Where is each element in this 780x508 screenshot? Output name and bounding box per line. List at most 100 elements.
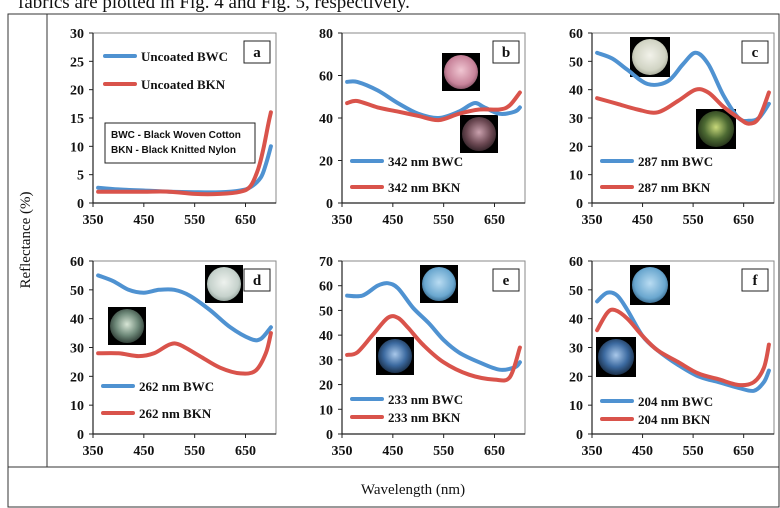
x-tick-label: 650 [484,213,505,228]
fabric-sample-disc [207,267,241,301]
panel-letter-box [741,40,769,64]
y-tick-label: 40 [569,84,583,99]
chart-panel-d: 0 10 20 30 40 50 60 350 450 550 650 262 nm BWC 262 n… [70,255,277,459]
x-tick-label: 550 [433,444,454,459]
fabric-sample-disc [110,309,144,343]
chart-panel-c: 0 10 20 30 40 50 60 350 450 550 650 287 nm BWC 287 n… [569,27,775,228]
y-tick-label: 70 [319,255,333,270]
abbreviation-note-line: BWC - Black Woven Cotton [111,130,241,141]
x-tick-label: 450 [133,444,154,459]
y-tick-label: 30 [569,342,583,357]
y-tick-label: 10 [70,399,84,414]
panel-letter-box [492,40,520,64]
series-line-bkn [345,90,522,123]
x-tick-label: 350 [83,444,104,459]
y-tick-label: 80 [319,27,333,42]
x-tick-label: 350 [332,444,353,459]
y-tick-label: 40 [319,329,333,344]
chart-panel-f: 0 10 20 30 40 50 60 350 450 550 650 204 nm BWC 204 n… [569,255,775,459]
bwc-sample-swatch [630,265,670,305]
x-axis-label: Wavelength (nm) [361,482,465,498]
x-tick-label: 350 [582,213,603,228]
y-tick-label: 60 [569,27,583,42]
y-tick-label: 40 [70,313,84,328]
legend-label: 287 nm BWC [638,154,713,169]
abbreviation-note-box [104,122,256,164]
bwc-sample-swatch [630,37,670,77]
fabric-sample-disc [462,117,496,151]
figure-border [7,13,780,508]
bkn-sample-swatch [376,337,414,375]
panel-letter: f [753,273,759,289]
y-tick-label: 0 [326,197,333,212]
chart-panel-e: 0 10 20 30 40 50 60 70 350 450 550 650 233 nm BWC 233… [319,255,526,459]
fabric-sample-disc [444,55,478,89]
y-tick-label: 10 [569,399,583,414]
y-tick-label: 30 [569,112,583,127]
abbreviation-note-line: BKN - Black Knitted Nylon [111,145,236,156]
panel-letter: a [253,45,261,61]
x-tick-label: 550 [683,213,704,228]
fabric-sample-disc [632,267,668,303]
panel-letter: d [253,273,262,289]
series-line-bkn [96,331,273,376]
x-tick-label: 650 [733,213,754,228]
y-tick-label: 30 [319,354,333,369]
x-tick-label: 450 [382,444,403,459]
y-tick-label: 50 [319,304,333,319]
x-tick-label: 550 [433,213,454,228]
bkn-sample-swatch [696,109,736,149]
y-tick-label: 40 [569,313,583,328]
panel-letter-box [243,40,271,64]
y-tick-label: 50 [70,284,84,299]
y-tick-label: 20 [569,370,583,385]
y-tick-label: 10 [569,169,583,184]
y-tick-label: 0 [576,197,583,212]
y-tick-label: 60 [70,255,84,270]
series-line-bwc [595,50,771,124]
panel-letter-box [741,268,769,292]
y-tick-label: 40 [319,112,333,127]
series-line-bkn [595,307,771,388]
series-line-bkn [96,110,273,197]
panel-letter-box [492,268,520,292]
chart-panel-b: 0 20 40 60 80 350 450 550 650 342 nm BWC 342 nm BK… [319,27,526,228]
bwc-sample-swatch [442,53,480,91]
legend-label: Uncoated BWC [141,49,228,64]
legend-label: 342 nm BWC [388,154,463,169]
y-tick-label: 60 [569,255,583,270]
x-tick-label: 450 [382,213,403,228]
series-line-bwc [345,281,522,372]
x-tick-label: 350 [332,213,353,228]
panel-letter-box [243,268,271,292]
fabric-sample-disc [378,339,412,373]
y-tick-label: 5 [77,169,84,184]
series-line-bkn [595,87,771,126]
x-tick-label: 550 [683,444,704,459]
x-tick-label: 650 [235,444,256,459]
y-tick-label: 60 [319,280,333,295]
y-tick-label: 20 [569,140,583,155]
bkn-sample-swatch [460,115,498,153]
legend-label: 342 nm BKN [388,180,461,195]
y-tick-label: 0 [77,428,84,443]
legend-label: 262 nm BKN [139,406,212,421]
y-tick-label: 20 [70,370,84,385]
caption-fragment: fabrics are plotted in Fig. 4 and Fig. 5… [18,0,410,13]
fabric-sample-disc [698,111,734,147]
legend-label: 262 nm BWC [139,379,214,394]
bkn-sample-swatch [596,337,636,377]
y-axis-label: Reflectance (%) [18,191,34,288]
fabric-sample-disc [598,339,634,375]
y-tick-label: 30 [70,27,84,42]
x-tick-label: 550 [184,444,205,459]
series-line-bwc [96,273,273,343]
x-tick-label: 350 [83,213,104,228]
legend-label: 233 nm BWC [388,392,463,407]
panel-letter: c [752,45,759,61]
series-line-bwc [595,290,771,393]
y-tick-label: 0 [576,428,583,443]
x-tick-label: 550 [184,213,205,228]
y-tick-label: 15 [70,112,84,127]
bkn-sample-swatch [108,307,146,345]
